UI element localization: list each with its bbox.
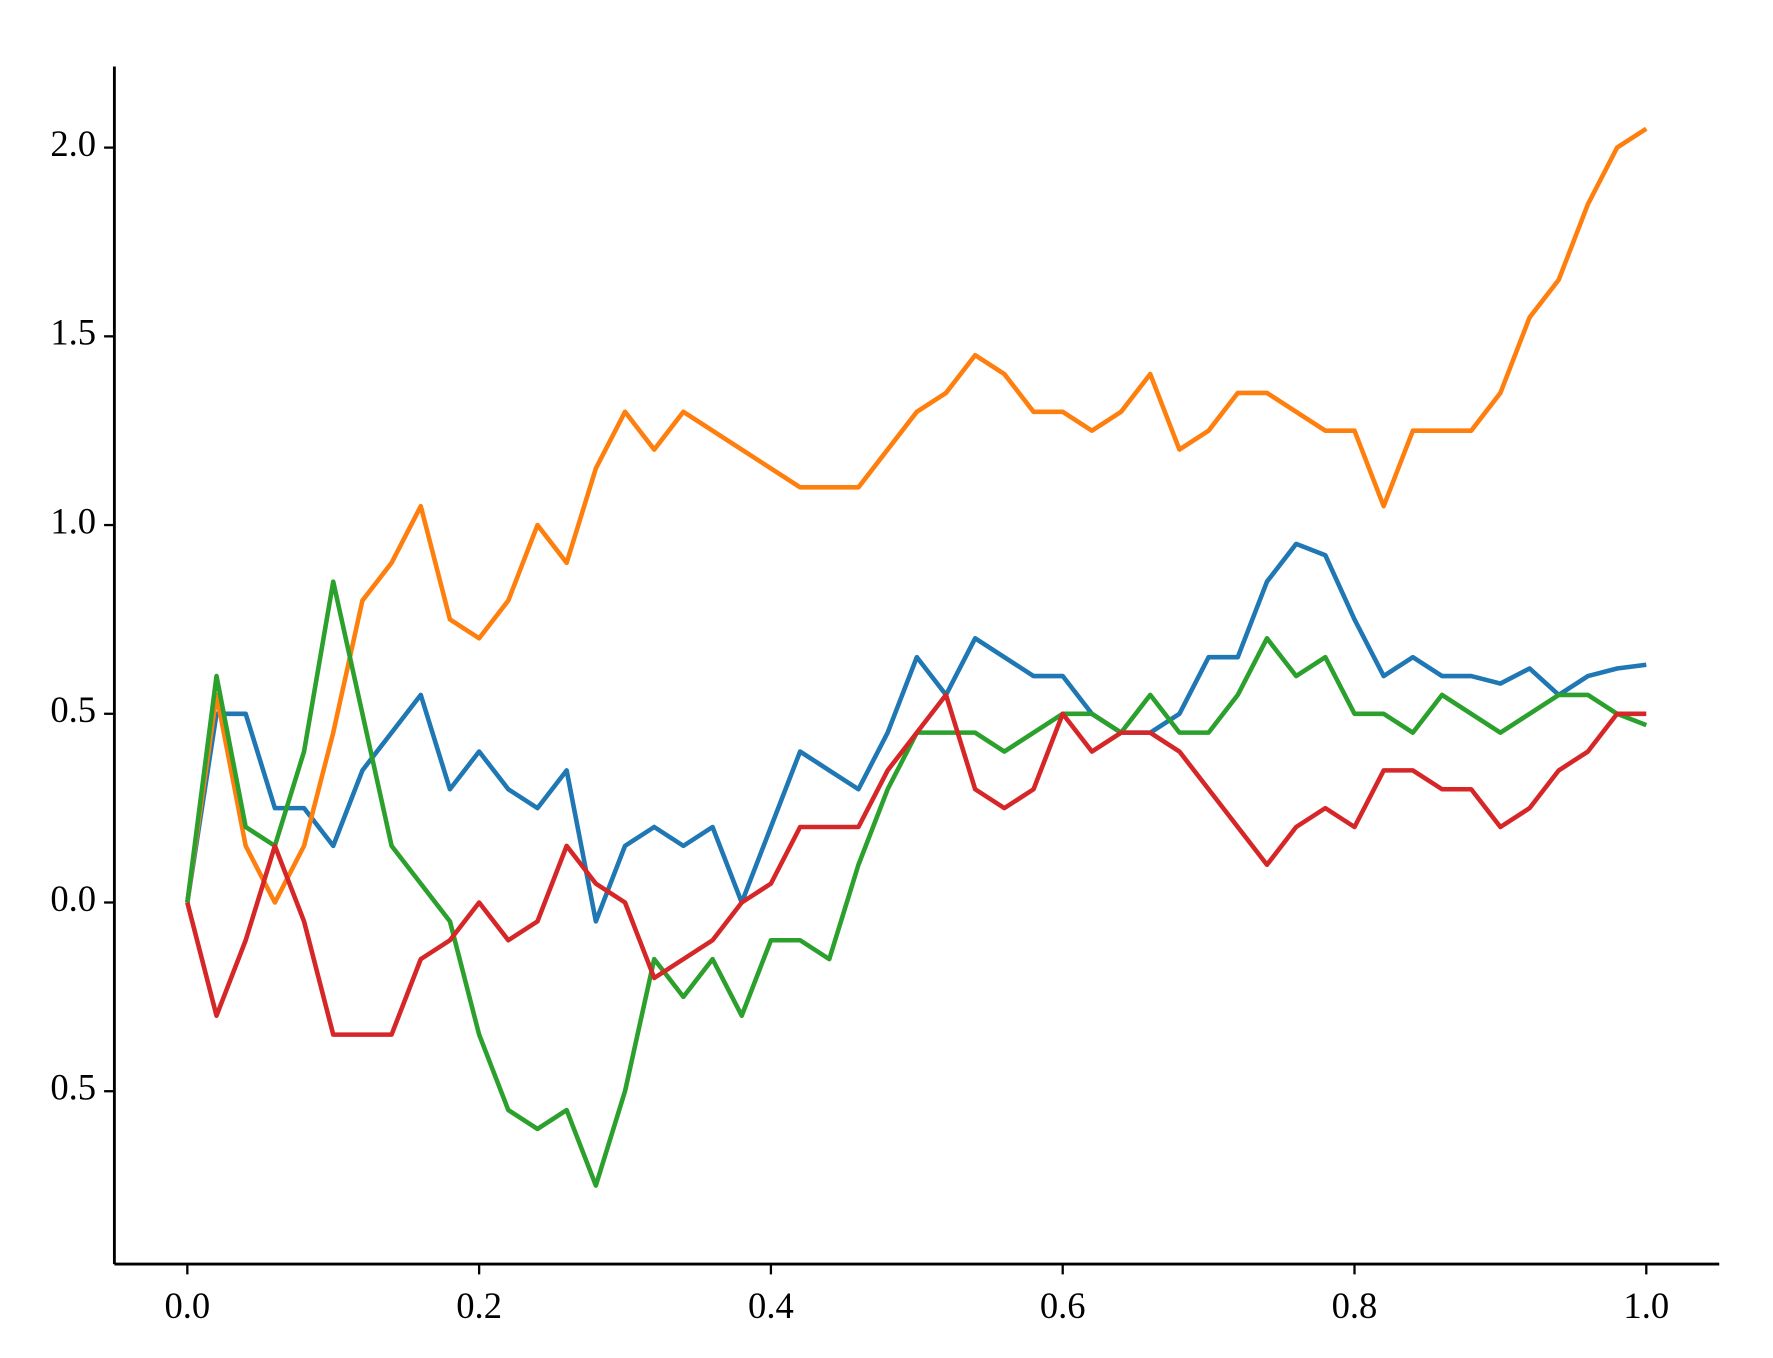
x-tick-label: 0.8	[1332, 1285, 1378, 1326]
x-tick-label: 0.0	[164, 1285, 210, 1326]
y-tick-label: 0.5	[50, 1067, 96, 1108]
y-tick-label: 0.0	[50, 878, 96, 919]
y-tick-label: 1.0	[50, 500, 96, 541]
x-tick-label: 0.4	[748, 1285, 794, 1326]
y-tick-label: 0.5	[50, 689, 96, 730]
y-tick-label: 2.0	[50, 123, 96, 164]
line-series	[185, 579, 1648, 1188]
line-series	[185, 541, 1647, 924]
x-tick-label: 1.0	[1623, 1285, 1669, 1326]
line-series	[185, 692, 1647, 1037]
x-tick-label: 0.6	[1040, 1285, 1086, 1326]
x-tick-label: 0.2	[456, 1285, 502, 1326]
y-tick-label: 1.5	[50, 312, 96, 353]
line-series	[185, 126, 1648, 905]
